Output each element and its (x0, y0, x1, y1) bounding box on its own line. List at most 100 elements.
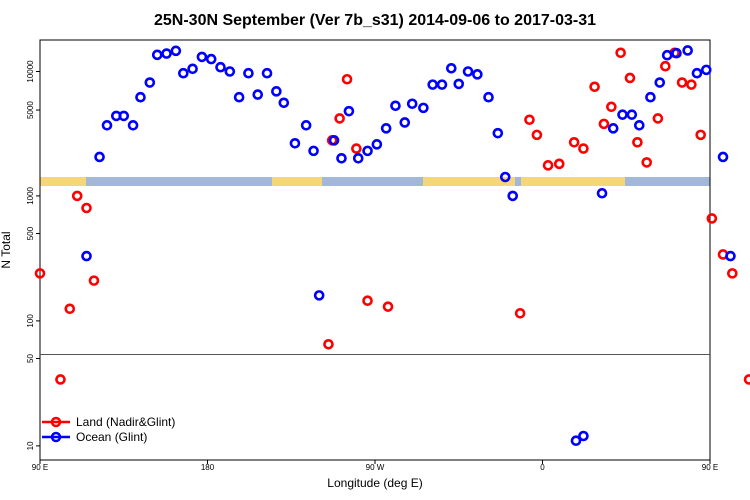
ocean-point-56 (654, 77, 666, 88)
land-point-33 (706, 213, 718, 224)
land-point-22 (606, 101, 617, 113)
ocean-point-30 (352, 152, 364, 164)
land-strip-asia-east (521, 177, 625, 186)
x-tick-label-1: 180 (201, 463, 215, 472)
ocean-point-18 (243, 67, 254, 79)
ocean-point-50 (596, 187, 608, 199)
x-tick-label-0: 90 E (32, 463, 48, 472)
ocean-point-16 (224, 66, 236, 77)
ocean-point-42 (462, 66, 474, 77)
legend-land-marker (50, 416, 62, 428)
ocean-point-58 (671, 47, 682, 59)
y-axis: 10 50 100 500 1000 5000 10000 (26, 60, 40, 450)
ocean-point-61 (700, 64, 712, 76)
ocean-point-59 (682, 45, 693, 56)
ocean-point-49 (578, 430, 589, 442)
legend-land-label: Land (Nadir&Glint) (76, 415, 175, 429)
ocean-point-26 (313, 290, 325, 301)
ocean-point-43 (472, 69, 483, 80)
ocean-point-27 (328, 135, 340, 146)
ocean-point-8 (151, 49, 163, 61)
ocean-point-24 (300, 120, 312, 131)
legend: Land (Nadir&Glint) Ocean (Glint) (42, 415, 175, 444)
ocean-point-60 (691, 67, 703, 79)
ocean-point-25 (308, 145, 319, 157)
land-point-19 (578, 143, 589, 154)
ocean-point-37 (418, 102, 429, 114)
x-axis-label: Longitude (deg E) (327, 476, 422, 490)
land-point-2 (64, 303, 76, 315)
ocean-point-54 (633, 120, 645, 131)
ocean-point-2 (101, 120, 113, 131)
land-point-30 (676, 77, 688, 88)
land-point-15 (531, 129, 543, 141)
ocean-point-55 (645, 91, 656, 103)
ocean-point-7 (144, 77, 156, 88)
ocean-point-17 (233, 91, 245, 103)
land-point-20 (589, 81, 600, 93)
ocean-point-48 (570, 435, 582, 447)
y-tick-label-10000: 10000 (26, 60, 35, 83)
ocean-point-36 (406, 98, 418, 110)
land-point-17 (553, 158, 565, 170)
land-point-9 (341, 73, 353, 85)
ocean-point-19 (252, 89, 264, 100)
ocean-point-11 (178, 67, 189, 79)
ocean-point-52 (617, 109, 628, 120)
y-tick-label-500: 500 (26, 226, 35, 240)
land-point-4 (81, 202, 92, 214)
ocean-point-9 (161, 48, 172, 59)
land-point-11 (362, 295, 373, 307)
ocean-point-22 (278, 97, 290, 109)
land-point-1 (55, 374, 66, 385)
legend-ocean-marker (50, 431, 62, 443)
ocean-point-0 (81, 250, 92, 262)
land-point-23 (615, 47, 626, 59)
ocean-point-32 (371, 139, 383, 150)
ocean-point-41 (453, 78, 465, 90)
ocean-point-6 (135, 91, 146, 103)
ocean-point-5 (127, 120, 139, 131)
ocean-point-1 (94, 151, 105, 163)
land-point-16 (542, 160, 554, 171)
legend-ocean-label: Ocean (Glint) (76, 430, 147, 444)
land-strip-america (272, 177, 322, 186)
ocean-point-63 (725, 250, 736, 262)
land-point-27 (652, 113, 664, 124)
land-point-28 (660, 60, 671, 72)
x-tick-label-3: 0 (540, 463, 545, 472)
ocean-point-40 (446, 62, 457, 74)
ocean-point-29 (343, 105, 355, 117)
ocean-point-34 (390, 100, 401, 112)
x-tick-label-4: 90 E (702, 463, 718, 472)
land-point-35 (727, 268, 738, 279)
y-tick-label-1000: 1000 (26, 186, 35, 204)
y-tick-label-10: 10 (26, 441, 35, 450)
data-points (34, 45, 750, 447)
land-point-36 (743, 374, 750, 385)
ocean-point-28 (336, 152, 347, 164)
ocean-point-53 (626, 109, 638, 120)
ocean-point-4 (118, 110, 130, 122)
y-tick-label-50: 50 (26, 354, 35, 363)
land-point-25 (632, 136, 643, 148)
land-point-32 (695, 129, 706, 141)
ocean-point-31 (362, 145, 373, 157)
land-point-14 (524, 114, 535, 126)
land-point-3 (71, 190, 83, 202)
ocean-point-38 (427, 79, 438, 90)
ocean-point-13 (196, 51, 208, 63)
x-tick-label-2: 90 W (366, 463, 385, 472)
land-point-24 (624, 72, 636, 84)
land-point-26 (641, 157, 653, 168)
land-strip-africa (423, 177, 515, 186)
ocean-point-57 (661, 49, 673, 61)
y-tick-label-100: 100 (26, 314, 35, 328)
land-point-31 (686, 79, 697, 90)
ocean-point-39 (436, 79, 448, 90)
ocean-point-15 (215, 61, 226, 73)
land-point-12 (382, 301, 394, 312)
ocean-point-35 (399, 117, 411, 128)
ocean-strip (40, 177, 710, 186)
